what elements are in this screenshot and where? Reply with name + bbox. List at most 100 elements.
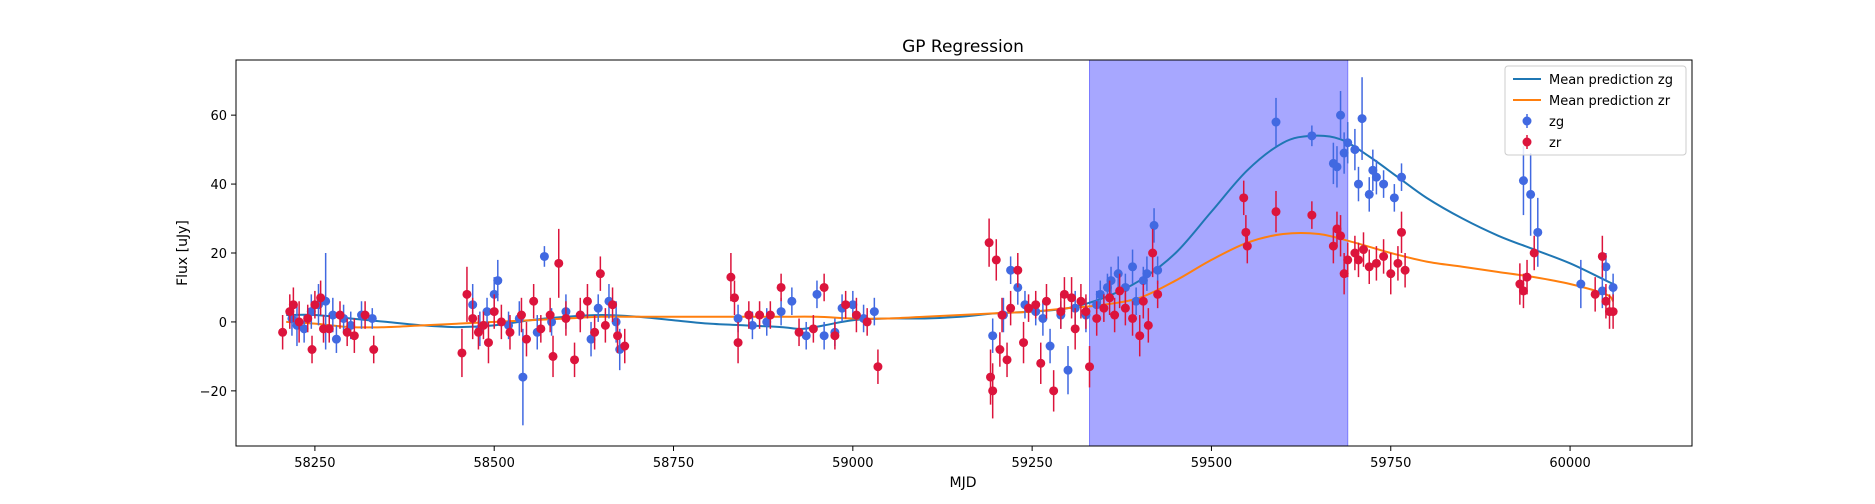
data-point-zg [1357,77,1367,160]
marker [744,310,754,320]
data-point-zr [554,228,564,298]
marker [1515,279,1525,289]
marker [1099,303,1109,313]
marker [547,317,557,327]
data-point-zr [1085,346,1095,388]
marker [1353,179,1363,189]
data-point-zr [755,301,765,329]
marker [1041,296,1051,306]
data-point-zr [1529,235,1539,271]
marker [294,317,304,327]
marker [984,238,994,248]
data-point-zg [1371,159,1381,195]
legend-box [1504,65,1687,156]
marker [726,272,736,282]
data-point-zr [369,335,379,364]
marker [1332,162,1342,172]
marker [1393,258,1403,268]
marker [349,331,359,341]
x-tick-label: 58500 [474,456,515,471]
marker [794,327,804,337]
data-point-zg [1142,256,1152,291]
data-point-zg [1128,249,1138,285]
marker [1357,114,1367,124]
marker [1371,172,1381,182]
marker [489,307,499,317]
marker [548,351,558,361]
marker [582,296,592,306]
x-tick-label: 58250 [294,456,335,471]
marker [285,307,295,317]
marker [328,310,338,320]
data-point-zg [331,325,341,353]
data-point-zr [984,218,994,267]
data-point-zr [1105,280,1115,316]
marker [1006,265,1016,275]
marker [1013,265,1023,275]
data-point-zr [489,294,499,329]
marker [1239,193,1249,203]
data-point-zr [1115,273,1125,309]
data-point-zr [595,256,605,291]
data-point-zg [1307,125,1317,147]
marker [1063,365,1073,375]
data-point-zr [1143,308,1153,343]
data-point-zr [988,363,998,419]
marker [1045,341,1055,351]
marker [1350,145,1360,155]
marker [1368,165,1378,175]
marker [611,317,621,327]
marker [1271,207,1281,217]
marker [473,327,483,337]
marker [288,300,298,310]
marker [747,320,757,330]
data-point-zr [582,284,592,319]
data-point-zr [1400,253,1410,288]
marker [620,341,630,351]
marker [1400,265,1410,275]
data-point-zg [988,318,998,353]
data-point-zr [608,287,618,322]
data-point-zg [586,321,596,357]
data-point-zr [1049,370,1059,412]
data-point-zg [1149,208,1159,243]
data-point-zr [561,301,571,336]
data-point-zr [1024,294,1034,322]
data-point-zr [1120,290,1130,326]
marker [1522,272,1532,282]
marker [819,282,829,292]
data-point-zr [1036,342,1046,384]
marker [570,355,580,365]
data-point-zg [1038,301,1048,336]
marker [1359,245,1369,255]
data-point-zg [801,321,811,350]
data-point-zr [776,273,786,302]
marker [1307,210,1317,220]
marker [1038,313,1048,323]
data-point-zg [1397,163,1407,191]
marker [600,320,610,330]
marker [733,313,743,323]
data-point-zg [1153,256,1163,285]
marker [1364,262,1374,272]
data-point-zg [493,259,503,302]
marker [1120,303,1130,313]
data-point-zr [457,328,467,378]
marker [819,331,829,341]
x-tick-label: 59250 [1011,456,1052,471]
marker [787,296,797,306]
data-point-zr [851,297,861,333]
marker [765,310,775,320]
marker [1106,276,1116,286]
data-point-zr [462,266,472,322]
marker [1131,296,1141,306]
marker [1128,262,1138,272]
data-point-zr [1081,294,1091,329]
data-point-zr [303,304,313,333]
marker [1364,189,1374,199]
marker [1092,313,1102,323]
x-tick-label: 60000 [1549,456,1590,471]
marker [848,300,858,310]
y-tick-label: 60 [210,109,227,124]
marker [1332,224,1342,234]
